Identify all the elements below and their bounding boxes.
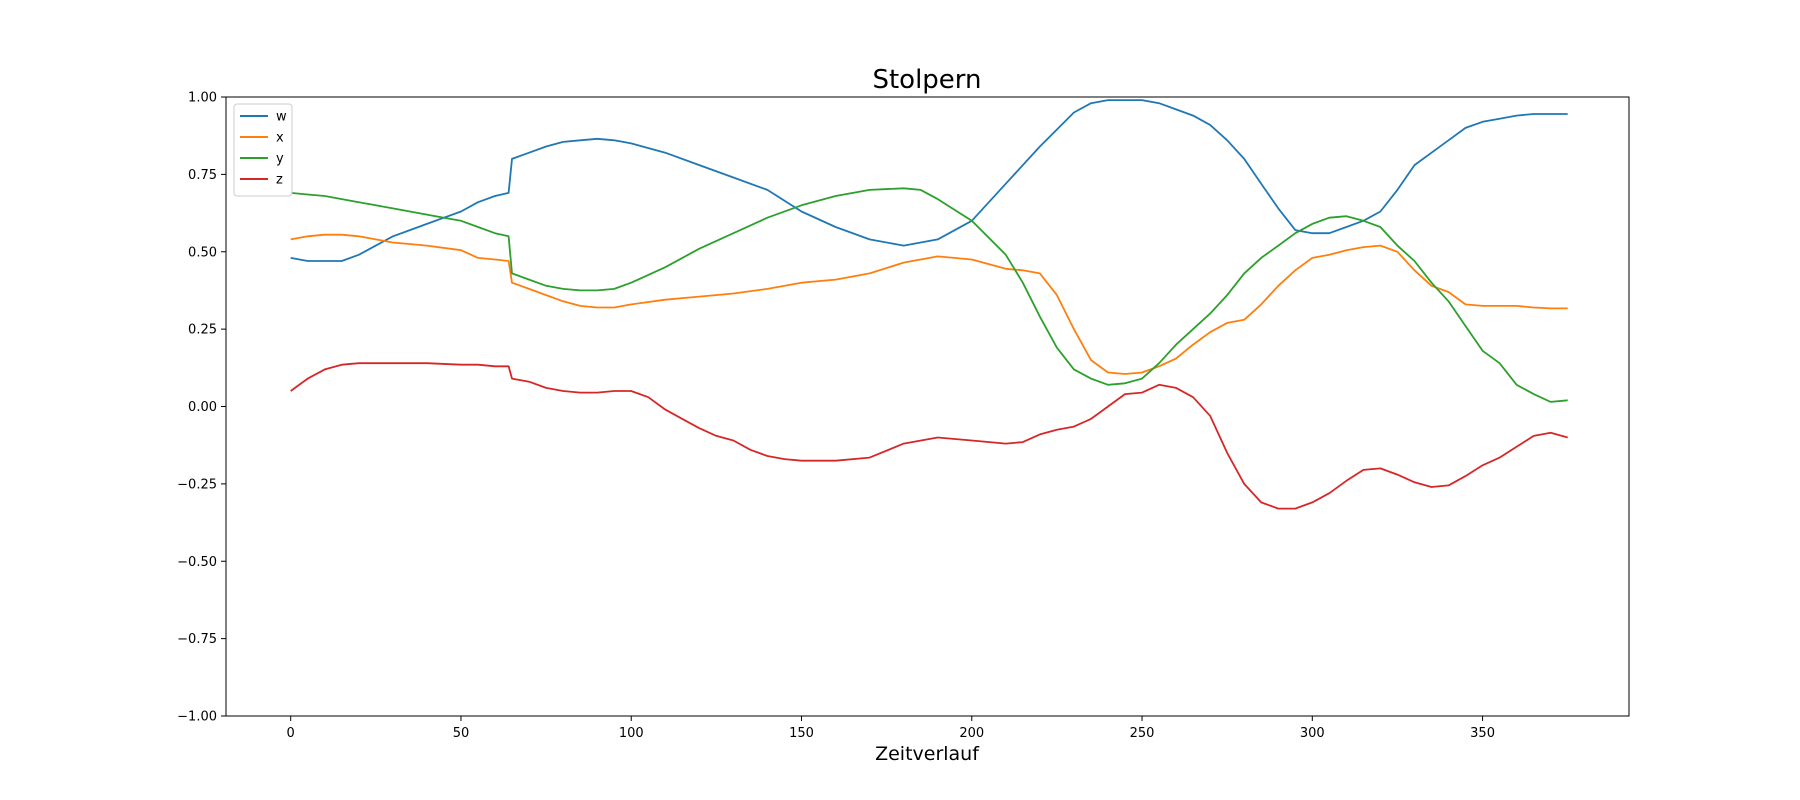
y-tick-label: −1.00 <box>177 710 217 725</box>
x-tick-label: 300 <box>1300 726 1325 741</box>
series-line-z <box>290 362 1568 510</box>
y-tick-label: 0.25 <box>188 323 217 338</box>
x-tick-label: 150 <box>789 726 814 741</box>
y-tick-label: 0.00 <box>188 400 217 415</box>
plot-frame <box>225 96 1630 717</box>
legend-label-y: y <box>276 152 284 167</box>
x-tick-label: 0 <box>287 726 295 741</box>
legend-label-w: w <box>276 110 287 125</box>
x-axis: 0 50 100 150 200 250 300 350 <box>287 716 1495 741</box>
x-tick-label: 100 <box>619 726 644 741</box>
y-tick-label: 0.50 <box>188 245 217 260</box>
x-tick-label: 350 <box>1470 726 1495 741</box>
x-axis-label: Zeitverlauf <box>875 743 980 765</box>
x-tick-label: 250 <box>1130 726 1155 741</box>
y-tick-label: −0.50 <box>177 555 217 570</box>
y-tick-label: −0.25 <box>177 477 217 492</box>
series-line-x <box>290 233 1568 375</box>
y-tick-label: −0.75 <box>177 632 217 647</box>
series-line-w <box>290 99 1568 262</box>
y-tick-label: 1.00 <box>188 91 217 106</box>
legend-box <box>233 103 293 197</box>
legend-label-x: x <box>276 131 284 146</box>
y-tick-label: 0.75 <box>188 168 217 183</box>
y-axis: −1.00 −0.75 −0.50 −0.25 0.00 0.25 0.50 0.75 1.00 <box>177 91 226 725</box>
x-tick-label: 50 <box>453 726 470 741</box>
x-tick-label: 200 <box>959 726 984 741</box>
chart-title: Stolpern <box>872 65 981 95</box>
legend-label-z: z <box>276 173 283 188</box>
series-line-y <box>290 187 1568 403</box>
series-lines <box>290 99 1568 510</box>
